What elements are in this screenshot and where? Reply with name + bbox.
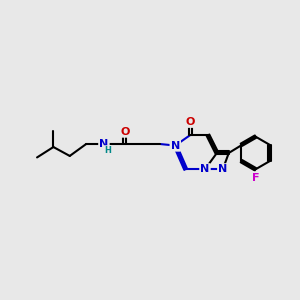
Text: N: N — [171, 140, 180, 151]
Text: O: O — [120, 127, 129, 136]
Text: N: N — [200, 164, 210, 174]
Text: O: O — [185, 117, 195, 127]
Text: N: N — [99, 139, 109, 149]
Text: F: F — [252, 172, 259, 183]
Text: H: H — [104, 146, 111, 155]
Text: N: N — [218, 164, 227, 174]
